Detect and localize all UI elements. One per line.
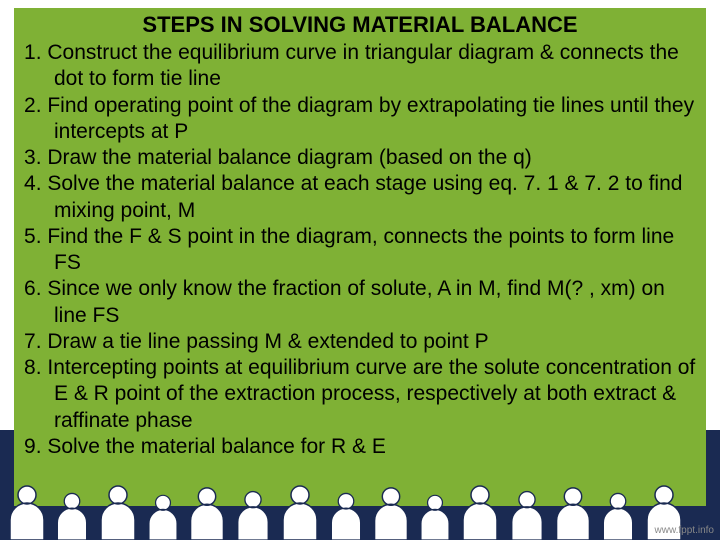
person-icon xyxy=(364,484,418,540)
content-box: STEPS IN SOLVING MATERIAL BALANCE Constr… xyxy=(14,8,706,506)
list-item: Since we only know the fraction of solut… xyxy=(24,276,696,329)
slide: STEPS IN SOLVING MATERIAL BALANCE Constr… xyxy=(0,0,720,540)
slide-title: STEPS IN SOLVING MATERIAL BALANCE xyxy=(24,12,696,38)
person-icon xyxy=(546,484,600,540)
people-silhouettes xyxy=(0,482,720,540)
person-icon xyxy=(272,482,328,540)
steps-list: Construct the equilibrium curve in trian… xyxy=(24,40,696,460)
footer-link: www.fppt.info xyxy=(655,525,714,536)
list-item: Construct the equilibrium curve in trian… xyxy=(24,40,696,93)
list-item: Solve the material balance at each stage… xyxy=(24,171,696,224)
person-icon xyxy=(0,482,54,540)
list-item: Find operating point of the diagram by e… xyxy=(24,93,696,146)
person-icon xyxy=(48,490,96,540)
list-item: Find the F & S point in the diagram, con… xyxy=(24,224,696,277)
person-icon xyxy=(452,482,508,540)
person-icon xyxy=(502,488,552,540)
person-icon xyxy=(90,482,146,540)
list-item: Intercepting points at equilibrium curve… xyxy=(24,355,696,434)
list-item: Draw the material balance diagram (based… xyxy=(24,145,696,171)
list-item: Solve the material balance for R & E xyxy=(24,434,696,460)
person-icon xyxy=(180,484,234,540)
person-icon xyxy=(228,488,278,540)
person-icon xyxy=(322,490,370,540)
list-item: Draw a tie line passing M & extended to … xyxy=(24,329,696,355)
person-icon xyxy=(594,490,642,540)
